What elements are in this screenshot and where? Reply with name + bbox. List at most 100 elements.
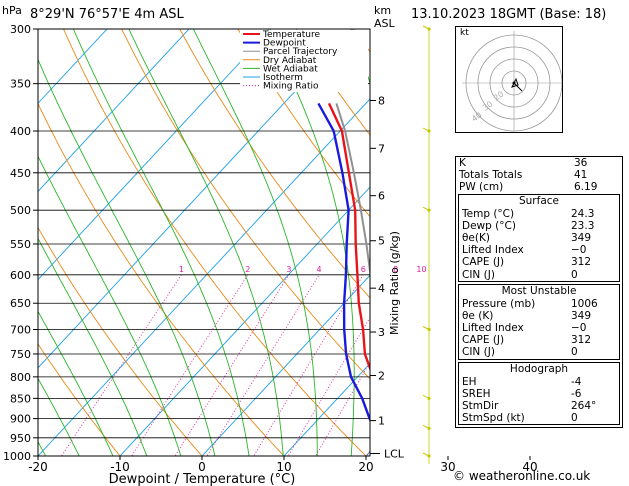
most-unstable-value: 0 <box>571 346 578 359</box>
mixing-ratio-label: 4 <box>317 265 322 274</box>
hodograph-stat-label: SREH <box>462 387 491 400</box>
y-tick-label: 950 <box>10 432 31 445</box>
lcl-label: LCL <box>384 448 405 461</box>
mixing-ratio-label: 8 <box>393 265 398 274</box>
surface-row: CAPE (J) 312 <box>459 256 619 268</box>
legend-entry: Wet Adiabat <box>263 64 318 74</box>
hodograph-plot: 20 30 40 <box>462 31 563 132</box>
hodograph-stat-value: 264° <box>571 400 597 412</box>
most-unstable-row: Lifted Index −0 <box>459 322 619 334</box>
index-row: K 36 <box>456 157 622 169</box>
wet-adiabat-line <box>38 377 80 456</box>
wet-adiabat-line <box>38 310 114 456</box>
series-dewpoint <box>317 102 370 422</box>
most-unstable-label: Pressure (mb) <box>462 297 536 310</box>
mixing-ratio-label: 2 <box>245 265 250 274</box>
hodograph-stat-value: -4 <box>571 375 582 388</box>
surface-label: CIN (J) <box>462 268 495 281</box>
surface-row: Dewp (°C) 23.3 <box>459 220 619 232</box>
sounding-series <box>317 102 370 422</box>
surface-row: CIN (J) 0 <box>459 269 619 281</box>
surface-label: Dewp (°C) <box>462 219 516 232</box>
most-unstable-value: 312 <box>571 334 592 347</box>
dry-adiabat-line <box>38 226 203 456</box>
wind-barb-flag <box>422 326 430 330</box>
most-unstable-label: Lifted Index <box>462 322 524 335</box>
hodo-storm-motion <box>512 81 516 85</box>
x-tick-label: 10 <box>276 460 291 474</box>
km-tick-label: 1 <box>378 415 385 428</box>
isotherm-line <box>0 0 3 473</box>
hodograph-title: Hodograph <box>509 362 569 375</box>
index-value: 36 <box>574 157 588 169</box>
pressure-axis: 300 350 400 450 500 550 600 650 700 750 800 850 900 9… <box>3 23 38 463</box>
wind-barb-flag <box>422 424 430 429</box>
surface-value: 24.3 <box>571 207 595 220</box>
isotherm-line <box>38 29 108 104</box>
most-unstable-row: θe (K) 349 <box>459 310 619 322</box>
most-unstable-row: CAPE (J) 312 <box>459 334 619 346</box>
isotherm-line <box>119 186 370 456</box>
km-tick-label: 5 <box>378 235 385 248</box>
isobar-lines <box>38 28 370 457</box>
plot-frame <box>37 28 371 457</box>
most-unstable-value: 1006 <box>571 297 598 310</box>
dry-adiabat-line <box>295 29 370 136</box>
y-tick-label: 550 <box>10 238 31 251</box>
dry-adiabat-line <box>237 29 370 218</box>
hodograph-stat-row: StmSpd (kt) 0 <box>459 412 619 424</box>
mixing-ratio-line <box>206 274 320 456</box>
mixing-ratio-line <box>174 274 290 456</box>
y-tick-label: 400 <box>10 125 31 138</box>
series-temperature <box>327 102 370 372</box>
surface-row: θe(K) 349 <box>459 232 619 244</box>
index-label: Totals Totals <box>459 169 523 182</box>
mixing-ratio-label: 3 <box>286 265 291 274</box>
wind-barb-flag <box>422 127 430 132</box>
mixing-ratio-line <box>315 361 370 456</box>
hodo-ring-label-40: 40 <box>470 110 484 123</box>
surface-value: 0 <box>571 268 578 281</box>
y-tick-label: 700 <box>10 324 31 337</box>
x-tick-label: -10 <box>110 460 130 474</box>
y-tick-label: 650 <box>10 297 31 310</box>
y-tick-label: 900 <box>10 413 31 426</box>
most-unstable-title: Most Unstable <box>501 284 577 297</box>
credit-label: © weatheronline.co.uk <box>453 469 591 483</box>
hodograph-stat-row: SREH -6 <box>459 388 619 400</box>
wind-barb-flag <box>422 25 430 30</box>
wind-barb-flag <box>422 452 430 457</box>
surface-label: θe(K) <box>462 231 490 244</box>
x-axis-label: Dewpoint / Temperature (°C) <box>109 472 296 486</box>
y-tick-label: 500 <box>10 204 31 217</box>
date-label: 13.10.2023 18GMT (Base: 18) <box>411 7 607 22</box>
isotherm-line <box>38 29 190 193</box>
hodo-trace <box>511 77 523 92</box>
mixing-ratio-axis-label: Mixing Ratio (g/kg) <box>388 231 401 335</box>
hodo-ring-label-20: 20 <box>492 89 506 102</box>
isotherm-line <box>201 274 370 456</box>
legend-entry: Parcel Trajectory <box>263 47 338 57</box>
km-tick-label: 4 <box>378 282 385 295</box>
legend-box <box>240 30 368 92</box>
surface-row: Temp (°C) 24.3 <box>459 208 619 220</box>
surface-value: −0 <box>571 244 587 257</box>
location-label: 8°29'N 76°57'E 4m ASL <box>30 7 184 22</box>
surface-title: Surface <box>518 194 559 207</box>
height-unit-asl: ASL <box>374 17 396 30</box>
hodograph-unit: kt <box>460 28 469 38</box>
dry-adiabat-line <box>179 29 370 299</box>
isotherm-line <box>38 98 370 456</box>
surface-box: Surface Temp (°C) 24.3 Dewp (°C) 23.3 θe(K) 3… <box>458 193 620 282</box>
wind-barb-flag <box>422 394 430 399</box>
mixing-ratio-line <box>60 274 182 456</box>
series-parcel-trajectory <box>335 103 370 280</box>
x-tick-label: 40 <box>522 460 537 474</box>
most-unstable-label: CIN (J) <box>462 346 495 359</box>
mixing-ratio-line <box>253 274 364 456</box>
index-value: 6.19 <box>574 181 598 194</box>
wind-barb-flag <box>422 206 430 211</box>
surface-label: Temp (°C) <box>462 207 515 220</box>
